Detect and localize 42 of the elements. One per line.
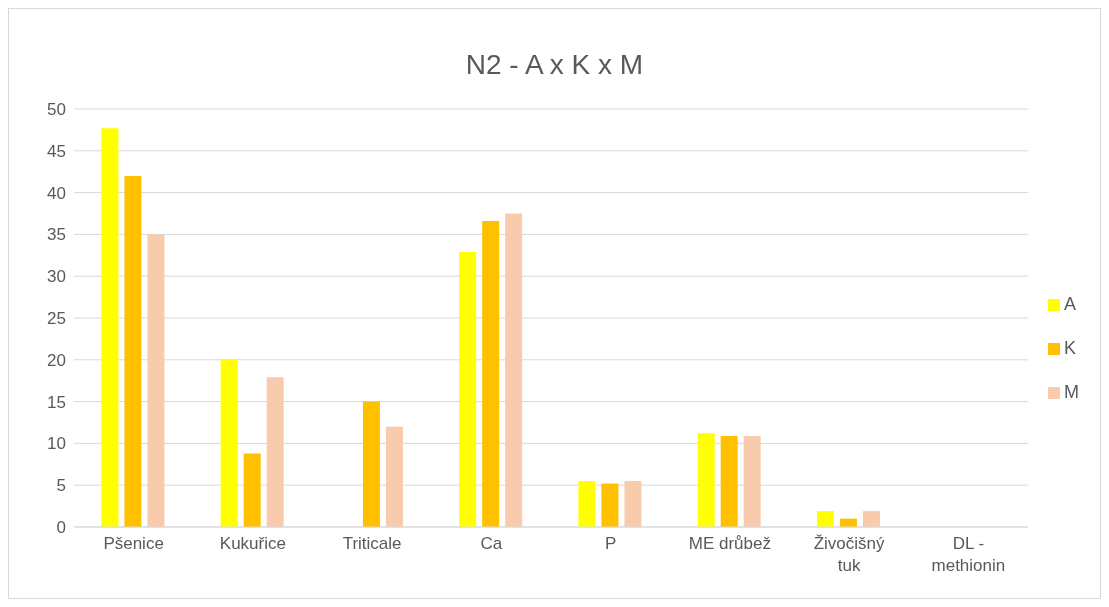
bar [624,481,642,527]
bar [482,221,500,527]
bar [362,401,380,527]
y-tick-label: 30 [47,267,66,287]
legend-label: A [1064,294,1077,314]
legend-label: M [1064,382,1079,402]
x-tick-label: Kukuřice [219,534,286,553]
chart-title: N2 - A x K x M [464,48,645,82]
bar [816,511,834,527]
bar [124,175,142,527]
bar [862,511,880,527]
y-tick-label: 5 [56,476,66,496]
y-tick-label: 25 [47,309,66,329]
bar [697,433,715,527]
bar [220,358,238,527]
x-tick-label: DL - methionin [931,534,1006,575]
y-tick-label: 0 [56,518,66,538]
bar [601,483,619,527]
x-tick-label: Triticale [342,534,402,553]
y-tick-label: 15 [47,392,66,412]
y-tick-label: 20 [47,350,66,370]
bar [101,128,119,527]
bar [505,213,523,527]
x-tick-label: Ca [480,534,503,553]
y-tick-label: 10 [47,434,66,454]
x-tick-label: Pšenice [103,534,164,553]
bar [266,377,284,527]
bar [385,426,403,527]
bar [578,481,596,527]
x-tick-label: ME drůbež [688,534,771,553]
bar [720,435,738,527]
y-tick-label: 35 [47,225,66,245]
y-tick-label: 45 [47,141,66,161]
bar [147,234,165,527]
x-tick-label: P [604,534,617,553]
y-tick-label: 50 [47,100,66,120]
legend-label: K [1064,338,1077,358]
bar [459,251,477,527]
bar [743,435,761,527]
bar [243,453,261,527]
x-tick-label: Živočišný tuk [813,534,886,575]
y-tick-label: 40 [47,183,66,203]
